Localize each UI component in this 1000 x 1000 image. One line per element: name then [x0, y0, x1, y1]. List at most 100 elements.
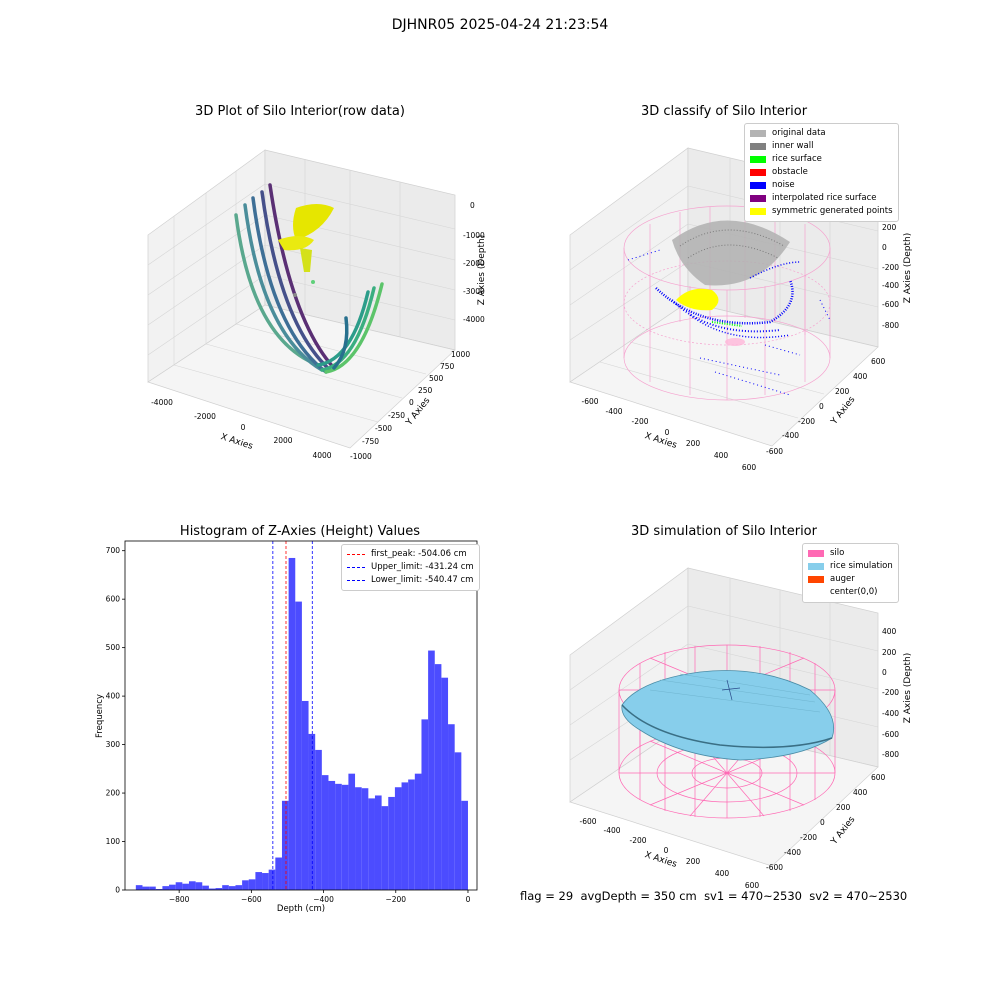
legend-label: symmetric generated points	[772, 206, 893, 216]
simulation-floor-pane	[569, 721, 879, 867]
simulation-panel-title: 3D simulation of Silo Interior	[631, 524, 817, 539]
histogram-bar	[461, 800, 468, 890]
classify-y-tick: 200	[835, 387, 850, 396]
histogram-bar	[288, 557, 296, 890]
classify-panel-title: 3D classify of Silo Interior	[640, 104, 808, 119]
histogram-bar	[414, 773, 422, 890]
simulation-z-tick: -600	[882, 730, 899, 739]
histogram-bar	[308, 733, 316, 890]
classify-x-tick: 600	[742, 463, 757, 472]
histogram-bar	[248, 879, 256, 890]
classify-x-tick: -400	[605, 407, 622, 416]
legend-entry-auger: auger	[808, 573, 893, 586]
figure-title: DJHNR05 2025-04-24 21:23:54	[391, 17, 609, 33]
classify-z-tick: -600	[882, 300, 899, 309]
classify-inner-wall	[672, 220, 790, 286]
legend-entry-original-data: original data	[750, 127, 893, 140]
histogram-bar	[368, 798, 375, 890]
legend-entry-first-peak: first_peak: -504.06 cm	[347, 548, 474, 561]
histogram-y-tick-label: 200	[106, 789, 121, 798]
histogram-bar	[142, 886, 150, 890]
classify-z-axis-label: Z Axies (Depth)	[903, 233, 913, 304]
raw-x-tick: -4000	[151, 398, 173, 407]
raw-z-tick: -4000	[463, 315, 485, 324]
classify-y-tick: 600	[871, 357, 886, 366]
histogram-bar	[301, 700, 309, 890]
histogram-bar	[348, 773, 356, 890]
simulation-rice-surface	[621, 670, 835, 761]
raw-z-tick: -3000	[463, 287, 485, 296]
histogram-bar	[441, 677, 449, 890]
legend-swatch	[750, 195, 766, 202]
histogram-x-tick-label: −200	[385, 895, 406, 904]
histogram-bar	[315, 749, 322, 890]
legend-entry-symmetric: symmetric generated points	[750, 205, 893, 218]
classify-x-tick: 200	[686, 439, 701, 448]
raw-z-tick: -2000	[463, 259, 485, 268]
simulation-x-axis-label: X Axies	[643, 850, 678, 870]
raw-z-tick: -1000	[463, 231, 485, 240]
simulation-y-tick: 200	[836, 803, 851, 812]
raw-panel-title: 3D Plot of Silo Interior(row data)	[195, 104, 405, 119]
histogram-y-axis-label: Frequency	[95, 694, 105, 738]
histogram-y-ticks: 0 100 200 300 400 500 600 700	[106, 546, 125, 895]
histogram-bar	[149, 886, 156, 890]
legend-swatch	[750, 208, 766, 215]
classify-noise	[627, 249, 831, 396]
histogram-bar	[195, 882, 203, 890]
raw-yellow-cluster	[278, 204, 334, 297]
legend-label: rice simulation	[830, 561, 893, 571]
raw-y-tick: 500	[429, 374, 444, 383]
histogram-bar	[242, 880, 249, 890]
histogram-bar	[135, 885, 143, 890]
classify-y-tick: -600	[766, 447, 783, 456]
histogram-y-tick-label: 100	[106, 837, 121, 846]
classify-x-tick: 400	[714, 451, 729, 460]
histogram-bar	[428, 650, 435, 890]
simulation-x-tick: -200	[629, 836, 646, 845]
simulation-z-tick: -400	[882, 709, 899, 718]
histogram-bar	[281, 800, 289, 890]
legend-entry-noise: noise	[750, 179, 893, 192]
raw-x-tick: 2000	[273, 436, 292, 445]
classify-legend: original data inner wall rice surface ob…	[744, 123, 899, 222]
histogram-bar	[162, 886, 170, 890]
legend-label: Lower_limit: -540.47 cm	[371, 575, 474, 585]
histogram-bar	[421, 719, 429, 890]
legend-entry-inner-wall: inner wall	[750, 140, 893, 153]
histogram-bar	[202, 885, 209, 890]
histogram-bars	[135, 557, 468, 890]
legend-swatch	[808, 563, 824, 570]
histogram-bar	[275, 857, 282, 890]
histogram-bar	[374, 795, 382, 890]
histogram-x-tick-label: −400	[313, 895, 334, 904]
histogram-bar	[341, 784, 349, 890]
simulation-y-tick: -400	[784, 848, 801, 857]
histogram-bar	[381, 806, 389, 890]
histogram-bar	[355, 787, 362, 890]
classify-x-tick: -600	[581, 397, 598, 406]
raw-y-tick: 0	[409, 398, 414, 407]
simulation-x-tick: -400	[603, 826, 620, 835]
histogram-y-tick-label: 700	[106, 546, 121, 555]
classify-y-tick: 0	[819, 402, 824, 411]
histogram-bar	[448, 724, 455, 890]
histogram-bar	[388, 796, 395, 890]
legend-entry-silo: silo	[808, 547, 893, 560]
legend-swatch	[750, 130, 766, 137]
simulation-z-axis-label: Z Axies (Depth)	[903, 653, 913, 724]
histogram-bar	[434, 664, 442, 890]
legend-label: silo	[830, 548, 845, 558]
histogram-bar	[188, 881, 196, 890]
simulation-z-tick: -200	[882, 688, 899, 697]
legend-label: center(0,0)	[830, 587, 878, 597]
histogram-bar	[222, 885, 229, 890]
histogram-bar	[175, 882, 183, 890]
histogram-bar	[235, 885, 243, 890]
histogram-legend: first_peak: -504.06 cm Upper_limit: -431…	[341, 544, 480, 591]
raw-y-tick: -1000	[350, 452, 372, 461]
histogram-frame	[124, 540, 478, 891]
raw-point-arcs	[234, 183, 384, 374]
histogram-bar	[408, 779, 415, 890]
